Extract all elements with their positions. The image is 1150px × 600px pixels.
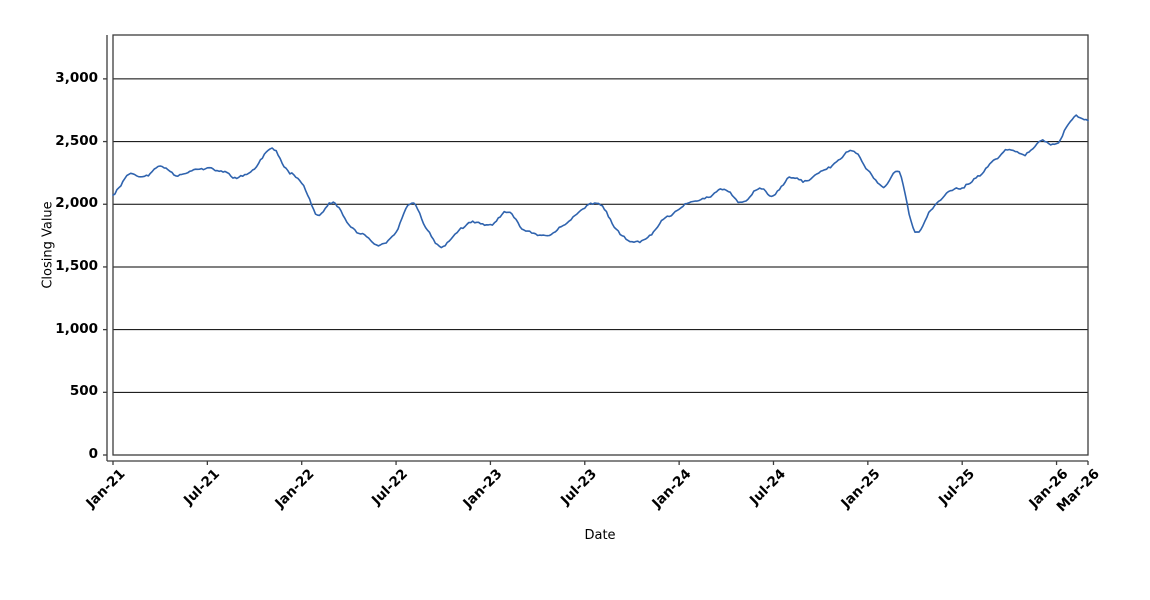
y-tick-label: 3,000 xyxy=(55,69,98,86)
y-tick-label: 1,500 xyxy=(55,257,98,274)
y-tick-label: 0 xyxy=(88,446,98,462)
x-axis-title: Date xyxy=(584,528,616,543)
plot-frame xyxy=(112,34,1089,456)
y-tick-label: 500 xyxy=(69,383,98,400)
y-tick-label: 2,500 xyxy=(55,132,98,149)
y-axis-title: Closing Value xyxy=(40,201,56,289)
y-tick-label: 2,000 xyxy=(55,195,98,212)
y-tick-label: 1,000 xyxy=(55,320,98,337)
series-line-closing-value xyxy=(112,114,1089,249)
